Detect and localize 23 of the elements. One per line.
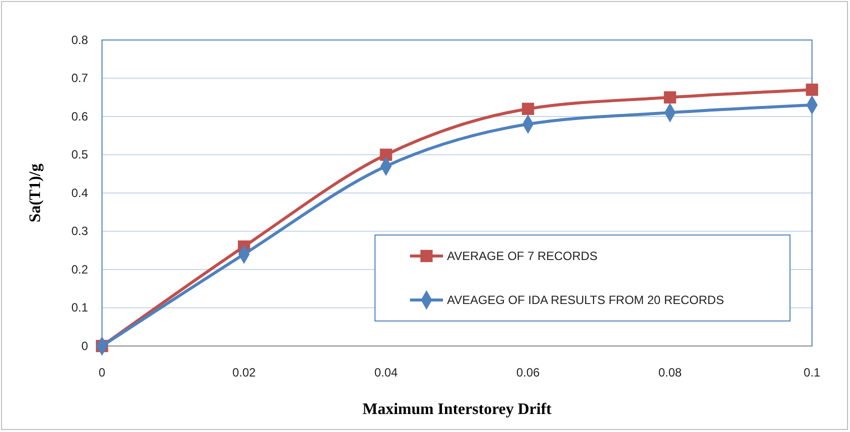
x-axis-title: Maximum Interstorey Drift [362,401,552,418]
x-tick-label: 0.06 [516,366,540,380]
y-tick-label: 0 [81,338,88,353]
y-tick-label: 0.2 [71,262,88,276]
y-tick-label: 0.7 [71,71,88,86]
y-axis-title: Sa(T1)/g [27,164,44,222]
x-tick-label: 0.02 [232,366,256,380]
point [522,102,534,115]
point [380,148,392,161]
y-tick-label: 0.3 [71,224,88,238]
y-tick-label: 0.4 [71,186,88,200]
y-tick-label: 0.5 [71,148,88,162]
point [806,84,818,96]
x-tick-label: 0 [98,366,106,380]
legend-label: AVEAGEG OF IDA RESULTS FROM 20 RECORDS [447,293,724,307]
point [664,91,676,104]
x-tick-label: 0.04 [374,366,398,380]
y-tick-label: 0.6 [71,109,88,124]
legend-label: AVERAGE OF 7 RECORDS [447,249,598,263]
y-tick-label: 0.8 [71,32,88,47]
y-tick-label: 0.1 [71,300,88,315]
x-tick-label: 0.08 [658,366,682,380]
x-tick-label: 0.1 [804,366,821,380]
